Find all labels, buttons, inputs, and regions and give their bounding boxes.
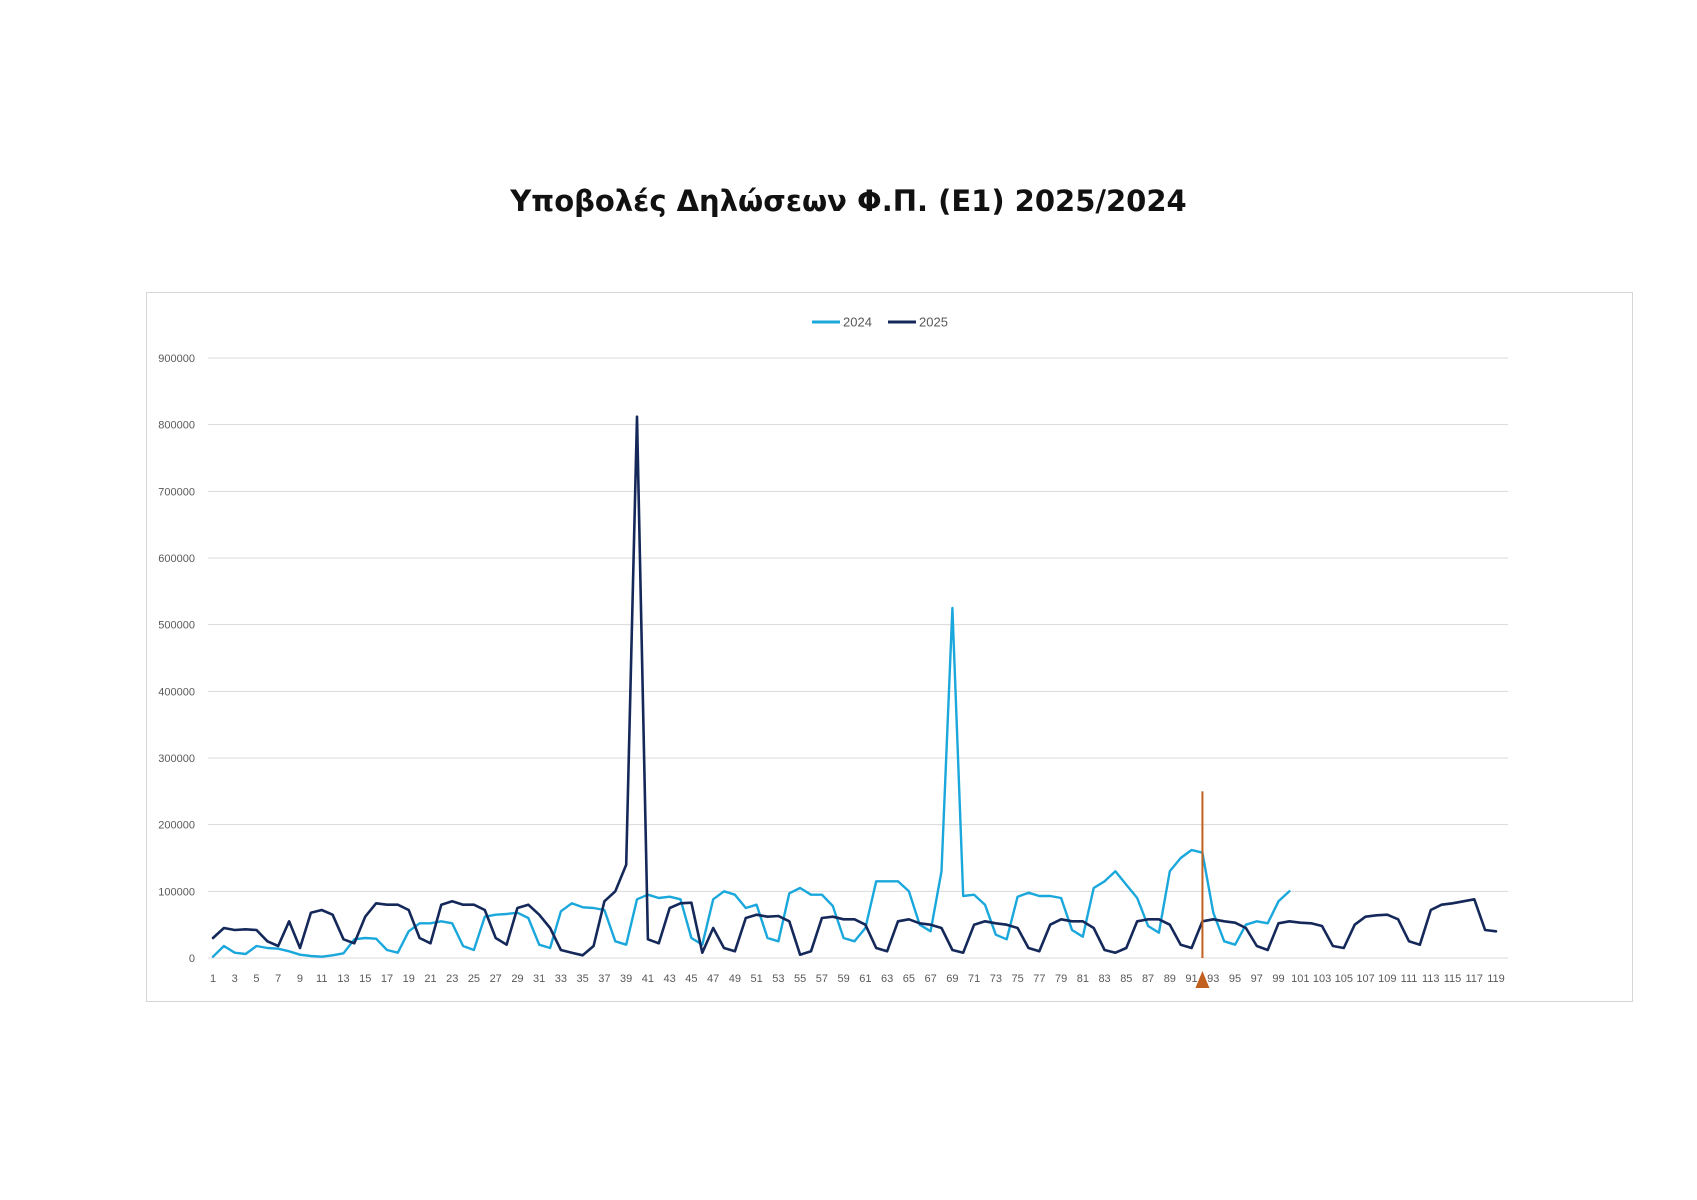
x-tick-label: 11 (316, 973, 327, 985)
x-tick-label: 91 (1185, 973, 1197, 985)
x-tick-label: 107 (1356, 973, 1374, 985)
x-tick-label: 67 (924, 973, 936, 985)
legend-label-2025: 2025 (919, 315, 948, 330)
x-tick-label: 25 (468, 973, 480, 985)
x-tick-label: 53 (772, 973, 784, 985)
x-tick-label: 97 (1251, 973, 1263, 985)
x-tick-label: 31 (533, 973, 545, 985)
x-tick-label: 89 (1164, 973, 1176, 985)
x-tick-label: 5 (253, 973, 259, 985)
x-tick-label: 55 (794, 973, 806, 985)
x-tick-label: 95 (1229, 973, 1241, 985)
x-tick-label: 61 (859, 973, 871, 985)
x-tick-label: 33 (555, 973, 567, 985)
y-tick-label: 700000 (158, 486, 195, 498)
x-tick-label: 111 (1401, 973, 1418, 985)
y-tick-label: 500000 (158, 620, 195, 632)
y-tick-label: 0 (189, 953, 195, 965)
y-tick-label: 600000 (158, 553, 195, 565)
x-tick-label: 119 (1487, 973, 1505, 985)
x-tick-label: 15 (359, 973, 371, 985)
series-line-2025 (211, 415, 1498, 957)
page-title: Υποβολές Δηλώσεων Φ.Π. (Ε1) 2025/2024 (510, 184, 1187, 218)
legend: 2024 2025 (812, 315, 948, 330)
x-tick-label: 3 (232, 973, 238, 985)
x-tick-label: 65 (903, 973, 915, 985)
legend-label-2024: 2024 (843, 315, 872, 330)
y-tick-label: 300000 (158, 753, 195, 765)
x-tick-label: 71 (968, 973, 980, 985)
series-line-2024 (211, 606, 1291, 958)
x-tick-label: 9 (297, 973, 303, 985)
x-tick-label: 79 (1055, 973, 1067, 985)
y-tick-label: 800000 (158, 420, 195, 432)
x-tick-label: 63 (881, 973, 893, 985)
x-tick-label: 113 (1422, 973, 1440, 985)
gridlines (208, 357, 1508, 959)
x-tick-label: 27 (490, 973, 502, 985)
x-tick-label: 117 (1465, 973, 1483, 985)
x-tick-label: 7 (275, 973, 281, 985)
line-chart: 0 100000 200000 300000 400000 500000 600000 700… (158, 315, 1508, 988)
current-day-marker (1195, 791, 1210, 988)
y-tick-label: 400000 (158, 686, 195, 698)
x-tick-label: 87 (1142, 973, 1154, 985)
y-tick-label: 900000 (158, 353, 195, 365)
x-tick-label: 57 (816, 973, 828, 985)
x-tick-label: 69 (946, 973, 958, 985)
x-tick-label: 19 (403, 973, 415, 985)
x-tick-label: 81 (1077, 973, 1089, 985)
y-tick-label: 100000 (158, 886, 195, 898)
x-tick-label: 85 (1120, 973, 1132, 985)
y-axis-ticks: 0 100000 200000 300000 400000 500000 600000 700… (158, 353, 195, 965)
x-tick-label: 45 (685, 973, 697, 985)
x-tick-label: 43 (664, 973, 676, 985)
x-tick-label: 37 (598, 973, 610, 985)
x-tick-label: 115 (1444, 973, 1462, 985)
x-tick-label: 77 (1033, 973, 1045, 985)
x-tick-label: 23 (446, 973, 458, 985)
x-tick-label: 39 (620, 973, 632, 985)
x-tick-label: 103 (1313, 973, 1331, 985)
marker-arrow-icon (1195, 971, 1210, 988)
x-tick-label: 75 (1011, 973, 1023, 985)
series-lines (211, 415, 1498, 958)
x-tick-label: 41 (642, 973, 654, 985)
x-tick-label: 99 (1272, 973, 1284, 985)
x-tick-label: 59 (838, 973, 850, 985)
x-axis-ticks: 1 3 5 7 9 11 13 15 17 19 21 23 25 27 29 31 33 35 37 39 41 43 4… (210, 973, 1505, 985)
x-tick-label: 21 (424, 973, 436, 985)
x-tick-label: 109 (1378, 973, 1396, 985)
x-tick-label: 1 (210, 973, 216, 985)
x-tick-label: 29 (511, 973, 523, 985)
x-tick-label: 49 (729, 973, 741, 985)
x-tick-label: 47 (707, 973, 719, 985)
x-tick-label: 101 (1291, 973, 1309, 985)
x-tick-label: 73 (990, 973, 1002, 985)
y-tick-label: 200000 (158, 820, 195, 832)
x-tick-label: 83 (1098, 973, 1110, 985)
x-tick-label: 17 (381, 973, 393, 985)
x-tick-label: 13 (337, 973, 349, 985)
x-tick-label: 93 (1207, 973, 1219, 985)
x-tick-label: 51 (751, 973, 763, 985)
chart-area: 0 100000 200000 300000 400000 500000 600000 700… (146, 292, 1633, 1002)
x-tick-label: 105 (1335, 973, 1353, 985)
x-tick-label: 35 (577, 973, 589, 985)
